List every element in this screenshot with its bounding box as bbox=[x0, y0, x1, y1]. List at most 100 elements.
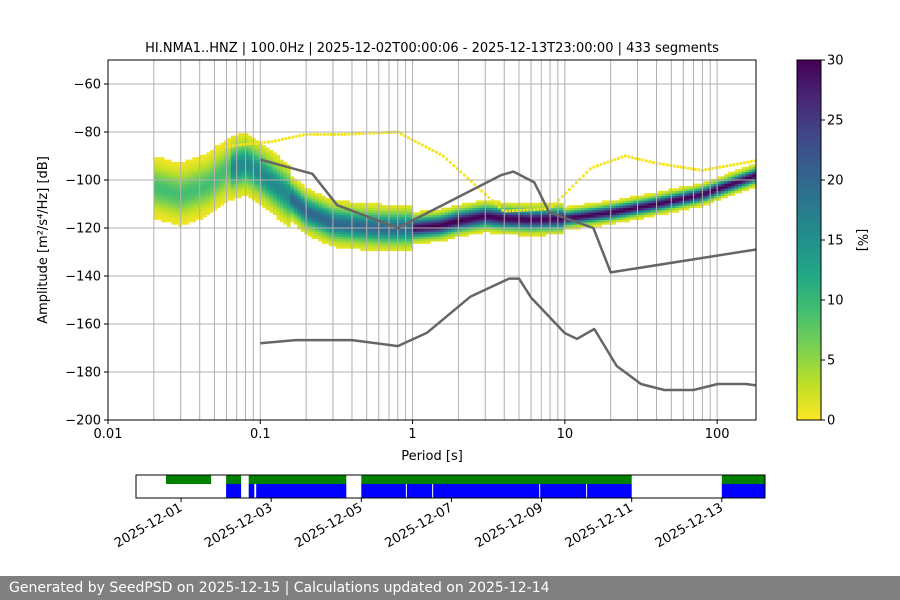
heatmap-cell bbox=[503, 219, 508, 223]
heatmap-cell bbox=[248, 183, 253, 187]
heatmap-outlier-cell bbox=[739, 162, 743, 165]
heatmap-cell bbox=[699, 202, 704, 206]
heatmap-cell bbox=[265, 176, 270, 180]
heatmap-cell bbox=[269, 150, 274, 153]
heatmap-cell bbox=[265, 202, 270, 206]
heatmap-outlier-cell bbox=[525, 208, 529, 212]
heatmap-cell bbox=[188, 183, 193, 187]
heatmap-cell bbox=[370, 205, 375, 208]
heatmap-cell bbox=[286, 181, 291, 184]
heatmap-cell bbox=[671, 190, 676, 194]
heatmap-outlier-cell bbox=[371, 131, 375, 135]
heatmap-cell bbox=[181, 219, 186, 223]
heatmap-cell bbox=[699, 190, 704, 194]
heatmap-cell bbox=[216, 183, 221, 187]
heatmap-cell bbox=[710, 188, 715, 192]
heatmap-cell bbox=[276, 171, 281, 175]
heatmap-cell bbox=[244, 186, 249, 189]
heatmap-cell bbox=[185, 214, 190, 218]
heatmap-cell bbox=[447, 234, 452, 237]
heatmap-cell bbox=[454, 231, 459, 235]
heatmap-cell bbox=[395, 243, 400, 247]
heatmap-cell bbox=[412, 229, 417, 232]
heatmap-cell bbox=[629, 210, 634, 213]
heatmap-cell bbox=[157, 188, 162, 192]
heatmap-cell bbox=[374, 236, 379, 240]
heatmap-cell bbox=[468, 202, 473, 206]
heatmap-outlier-cell bbox=[322, 132, 326, 136]
heatmap-cell bbox=[461, 231, 466, 235]
heatmap-cell bbox=[433, 224, 438, 228]
heatmap-cell bbox=[230, 164, 235, 168]
heatmap-cell bbox=[458, 231, 463, 235]
heatmap-cell bbox=[279, 183, 284, 187]
heatmap-cell bbox=[412, 234, 417, 237]
heatmap-cell bbox=[360, 231, 365, 235]
heatmap-outlier-cell bbox=[602, 161, 606, 165]
heatmap-cell bbox=[377, 217, 382, 220]
availability-psd-span bbox=[248, 484, 255, 498]
heatmap-cell bbox=[269, 183, 274, 187]
heatmap-cell bbox=[528, 210, 533, 213]
heatmap-cell bbox=[405, 231, 410, 235]
heatmap-cell bbox=[262, 162, 267, 165]
heatmap-cell bbox=[577, 210, 582, 213]
heatmap-cell bbox=[321, 207, 326, 211]
heatmap-cell bbox=[279, 190, 284, 194]
heatmap-cell bbox=[395, 231, 400, 235]
heatmap-cell bbox=[398, 210, 403, 213]
heatmap-cell bbox=[398, 248, 403, 252]
heatmap-cell bbox=[454, 229, 459, 232]
heatmap-cell bbox=[171, 214, 176, 218]
heatmap-cell bbox=[615, 210, 620, 213]
y-tick-label: −200 bbox=[65, 414, 101, 429]
heatmap-cell bbox=[314, 193, 319, 196]
heatmap-cell bbox=[384, 246, 389, 249]
heatmap-outlier-cell bbox=[347, 132, 351, 136]
heatmap-cell bbox=[363, 222, 368, 225]
heatmap-cell bbox=[195, 164, 200, 168]
heatmap-cell bbox=[279, 188, 284, 192]
heatmap-cell bbox=[433, 236, 438, 240]
heatmap-cell bbox=[377, 210, 382, 213]
heatmap-cell bbox=[283, 188, 288, 192]
heatmap-cell bbox=[272, 159, 277, 163]
heatmap-cell bbox=[720, 176, 725, 180]
heatmap-cell bbox=[286, 202, 291, 206]
heatmap-cell bbox=[444, 236, 449, 240]
heatmap-cell bbox=[283, 183, 288, 187]
x-axis-ticks: 0.01 0.1 1 10 100 bbox=[94, 420, 730, 442]
heatmap-cell bbox=[381, 234, 386, 237]
heatmap-cell bbox=[171, 186, 176, 189]
heatmap-cell bbox=[363, 246, 368, 249]
heatmap-cell bbox=[363, 205, 368, 208]
heatmap-cell bbox=[559, 222, 564, 225]
heatmap-cell bbox=[503, 202, 508, 206]
heatmap-cell bbox=[493, 207, 498, 211]
heatmap-cell bbox=[598, 207, 603, 211]
heatmap-cell bbox=[199, 214, 204, 218]
heatmap-cell bbox=[398, 212, 403, 216]
heatmap-cell bbox=[262, 154, 267, 158]
heatmap-cell bbox=[216, 193, 221, 196]
heatmap-cell bbox=[514, 231, 519, 235]
heatmap-cell bbox=[353, 234, 358, 237]
heatmap-cell bbox=[283, 162, 288, 165]
heatmap-cell bbox=[332, 231, 337, 235]
colorbar-tick-label: 10 bbox=[827, 294, 844, 309]
heatmap-outlier-cell bbox=[665, 163, 669, 167]
heatmap-cell bbox=[384, 241, 389, 244]
heatmap-cell bbox=[468, 229, 473, 232]
heatmap-cell bbox=[202, 205, 207, 208]
heatmap-cell bbox=[384, 207, 389, 211]
heatmap-cell bbox=[395, 246, 400, 249]
heatmap-cell bbox=[311, 214, 316, 218]
heatmap-cell bbox=[241, 176, 246, 180]
heatmap-cell bbox=[587, 205, 592, 208]
heatmap-cell bbox=[706, 198, 711, 201]
heatmap-cell bbox=[153, 159, 158, 163]
heatmap-cell bbox=[314, 234, 319, 237]
heatmap-cell bbox=[311, 198, 316, 201]
heatmap-cell bbox=[521, 231, 526, 235]
heatmap-cell bbox=[619, 210, 624, 213]
